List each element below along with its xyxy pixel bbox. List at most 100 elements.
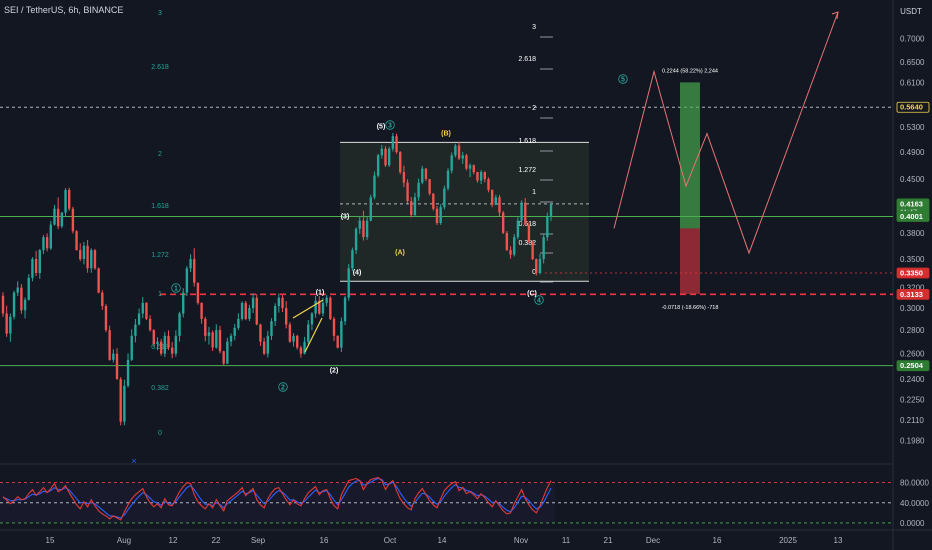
candle-body (152, 330, 155, 345)
wave-label: (5) (377, 124, 386, 131)
fib-left-label: 3 (158, 10, 162, 17)
candle-body (97, 268, 100, 293)
candle-body (373, 175, 376, 198)
candle-body (410, 201, 413, 216)
candle-body (189, 259, 192, 269)
candle-body (432, 193, 435, 209)
fib-left-label: 1.618 (151, 203, 169, 210)
candle-body (476, 172, 479, 181)
candle-body (454, 145, 457, 156)
fib-left-label: 1.272 (151, 252, 169, 259)
candle-body (288, 324, 292, 342)
target-zone (680, 82, 700, 229)
candle-body (310, 313, 314, 325)
candle-body (270, 321, 273, 336)
wave-circle (278, 382, 288, 392)
horizontal-lines (0, 106, 893, 367)
candle-body (329, 297, 332, 319)
candle-body (273, 306, 277, 322)
candle-body (549, 203, 553, 217)
y-tick: 0.5300 (900, 123, 925, 132)
candle-body (498, 197, 501, 213)
candle-body (1, 295, 5, 314)
candle-body (244, 302, 247, 319)
candle-body (5, 313, 8, 334)
x-tick: 2025 (779, 536, 797, 545)
y-tick: 0.3200 (900, 284, 925, 293)
candle-body (108, 330, 111, 360)
wave-label: 4 (537, 298, 541, 305)
wave-label: (B) (441, 131, 451, 138)
candle-body (163, 335, 167, 354)
candle-body (513, 237, 516, 255)
x-tick: 22 (212, 536, 221, 545)
fib-right-label: 2.618 (518, 56, 536, 63)
fib-right-label: 2 (532, 105, 536, 112)
y-tick: 0.2800 (900, 326, 925, 335)
wave-label: 3 (388, 123, 392, 130)
candle-body (123, 385, 126, 422)
candle-body (443, 188, 446, 208)
fib-right-label: 1.272 (518, 167, 536, 174)
y-tick: 0.2400 (900, 375, 925, 384)
candle-body (277, 297, 281, 307)
wave-circle (385, 120, 395, 130)
osc-rsi-line (2, 476, 552, 521)
x-tick: 14 (438, 536, 447, 545)
candle-body (200, 302, 203, 319)
candle-body (193, 259, 196, 283)
candle-body (145, 302, 148, 319)
y-tick: 0.4500 (900, 175, 925, 184)
wave-label: (1) (316, 290, 325, 297)
oscillator-pane: 80.0000 40.0000 0.0000 (0, 476, 929, 528)
candle-body (321, 302, 325, 314)
x-tick: 15 (46, 536, 55, 545)
candle-body (391, 136, 395, 149)
fib-right-label: 0.382 (518, 240, 536, 247)
fib-right-label: 1 (532, 189, 536, 196)
candle-body (516, 220, 520, 238)
candle-body (211, 332, 214, 348)
fib-right-label: 1.618 (518, 138, 536, 145)
candle-body (174, 335, 178, 354)
price-tag-text: 0.4001 (900, 212, 923, 221)
price-tag (896, 360, 930, 372)
candle-body (417, 182, 420, 198)
fib-left-label: 2 (158, 151, 162, 158)
candle-body (428, 179, 431, 194)
x-tick: Oct (384, 536, 397, 545)
wave-labels: 1 2 (1) (2) (3) (4) (5) 3 (A) (B) (C)4 5 (171, 74, 628, 392)
candle-body (487, 179, 490, 190)
price-tag-text: 0.3350 (900, 269, 923, 278)
candle-body (439, 207, 442, 224)
price-axis[interactable]: USDT 0.7000 0.6500 0.6100 0.5300 0.4900 0.4500… (896, 7, 930, 445)
candle-body (365, 220, 369, 238)
fib-left-label: 0 (158, 430, 162, 437)
fib-right-label: 0 (532, 269, 536, 276)
candle-body (170, 347, 174, 354)
candle-body (259, 324, 262, 342)
candle-body (509, 250, 512, 255)
candle-body (402, 172, 406, 183)
projection-arrowhead (831, 11, 839, 20)
candle-body (406, 182, 409, 202)
candle-body (82, 245, 86, 260)
candle-body (141, 302, 144, 314)
candle-body (20, 287, 23, 311)
x-tick: 13 (834, 536, 843, 545)
currency-label: USDT (900, 7, 922, 16)
target-label: 0.2244 (58.22%) 2,244 (662, 68, 718, 74)
stop-label: -0.0718 (-18.66%) -718 (662, 305, 719, 311)
candle-body (358, 220, 361, 229)
candle-body (218, 330, 222, 352)
y-tick: 0.6500 (900, 58, 925, 67)
candle-body (182, 292, 185, 314)
candle-body (296, 335, 299, 348)
time-axis[interactable]: 15 Aug 12 22 Sep 16 Oct 14 Nov 11 21 Dec 16 2025 13 (46, 536, 843, 545)
candle-body (395, 136, 398, 153)
candle-body (538, 259, 542, 274)
candle-body (240, 302, 244, 319)
x-tick: Sep (251, 536, 266, 545)
wave-label: 2 (281, 385, 285, 392)
